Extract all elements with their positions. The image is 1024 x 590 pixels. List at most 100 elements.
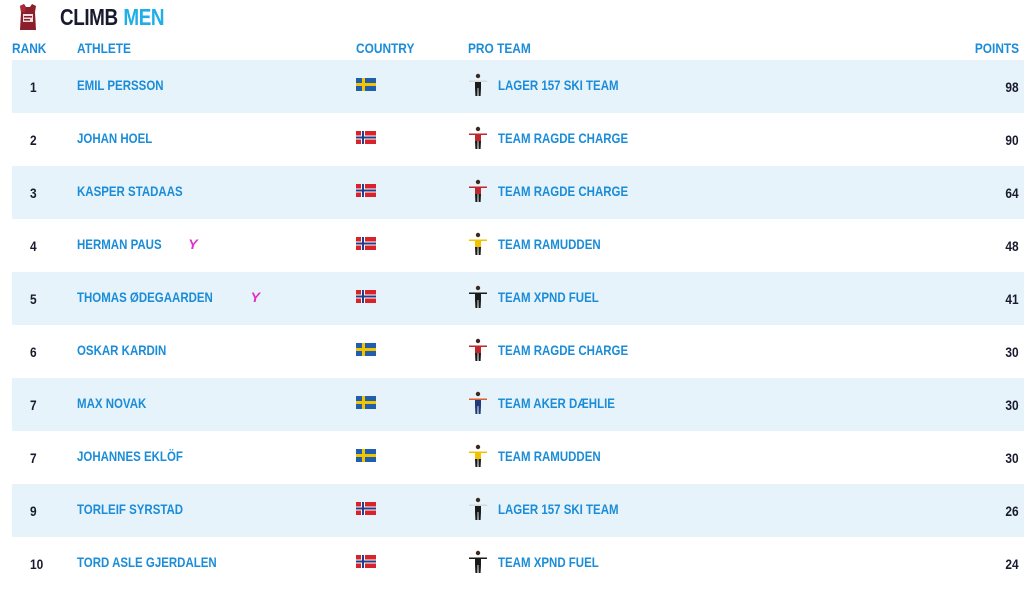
page-header: CLIMB MEN: [14, 2, 187, 32]
sweden-flag-icon: [356, 343, 376, 356]
ragde-kit-icon: [469, 338, 487, 361]
pro-team-name-link[interactable]: TEAM XPND FUEL: [498, 288, 599, 305]
aker-kit-icon: [469, 391, 487, 414]
rank-cell: 7: [30, 449, 37, 466]
athlete-cell[interactable]: KASPER STADAAS: [77, 164, 206, 217]
points-cell: 48: [1005, 237, 1019, 254]
points-cell: 90: [1005, 131, 1019, 148]
country-cell: [356, 164, 376, 217]
title-word-men: MEN: [123, 3, 165, 30]
athlete-cell[interactable]: THOMAS ØDEGAARDEN Y: [77, 270, 260, 323]
pro-team-cell[interactable]: LAGER 157 SKI TEAM: [468, 58, 645, 111]
pro-team-cell[interactable]: TEAM RAMUDDEN: [468, 429, 623, 482]
country-cell: [356, 323, 376, 376]
norway-flag-icon: [356, 502, 376, 515]
pro-team-cell[interactable]: TEAM XPND FUEL: [468, 270, 621, 323]
young-rider-icon: Y: [188, 235, 198, 252]
pro-team-name-link[interactable]: TEAM RAMUDDEN: [498, 235, 601, 252]
points-cell: 30: [1005, 396, 1019, 413]
pro-team-name-link[interactable]: TEAM XPND FUEL: [498, 553, 599, 570]
table-row[interactable]: 6 OSKAR KARDIN TEAM RAGDE CHARGE 30: [12, 325, 1024, 378]
country-cell: [356, 429, 376, 482]
pro-team-cell[interactable]: TEAM RAGDE CHARGE: [468, 164, 657, 217]
pro-team-name-link[interactable]: TEAM RAGDE CHARGE: [498, 182, 629, 199]
pro-team-name-link[interactable]: LAGER 157 SKI TEAM: [498, 500, 619, 517]
table-row[interactable]: 2 JOHAN HOEL TEAM RAGDE CHARGE 90: [12, 113, 1024, 166]
pro-team-cell[interactable]: TEAM AKER DÆHLIE: [468, 376, 641, 429]
table-row[interactable]: 4 HERMAN PAUS Y TEAM RAMUDDEN 48: [12, 219, 1024, 272]
pro-team-name-link[interactable]: LAGER 157 SKI TEAM: [498, 76, 619, 93]
page-title: CLIMB MEN: [60, 3, 165, 31]
column-header-rank[interactable]: RANK: [12, 40, 47, 56]
pro-team-cell[interactable]: TEAM RAGDE CHARGE: [468, 323, 657, 376]
athlete-name-link[interactable]: THOMAS ØDEGAARDEN: [77, 288, 213, 305]
athlete-cell[interactable]: EMIL PERSSON: [77, 58, 183, 111]
column-header-points[interactable]: POINTS: [974, 40, 1019, 56]
xpnd-kit-icon: [469, 285, 487, 308]
athlete-cell[interactable]: OSKAR KARDIN: [77, 323, 186, 376]
column-header-pro-team[interactable]: PRO TEAM: [468, 40, 531, 56]
pro-team-name-link[interactable]: TEAM AKER DÆHLIE: [498, 394, 615, 411]
athlete-cell[interactable]: JOHAN HOEL: [77, 111, 169, 164]
pro-team-cell[interactable]: TEAM XPND FUEL: [468, 535, 621, 588]
column-header-country[interactable]: COUNTRY: [356, 40, 415, 56]
athlete-name-link[interactable]: EMIL PERSSON: [77, 76, 164, 93]
country-cell: [356, 58, 376, 111]
table-row[interactable]: 10 TORD ASLE GJERDALEN TEAM XPND FUEL 24: [12, 537, 1024, 590]
table-row[interactable]: 3 KASPER STADAAS TEAM RAGDE CHARGE 64: [12, 166, 1024, 219]
pro-team-cell[interactable]: TEAM RAGDE CHARGE: [468, 111, 657, 164]
athlete-cell[interactable]: HERMAN PAUS Y: [77, 217, 198, 270]
norway-flag-icon: [356, 237, 376, 250]
table-row[interactable]: 5 THOMAS ØDEGAARDEN Y TEAM XPND FUEL 41: [12, 272, 1024, 325]
ragde-kit-icon: [469, 126, 487, 149]
rank-cell: 7: [30, 396, 37, 413]
athlete-cell[interactable]: TORLEIF SYRSTAD: [77, 482, 206, 535]
athlete-cell[interactable]: MAX NOVAK: [77, 376, 162, 429]
ramudden-kit-icon: [469, 444, 487, 467]
athlete-name-link[interactable]: JOHANNES EKLÖF: [77, 447, 183, 464]
athlete-name-link[interactable]: OSKAR KARDIN: [77, 341, 167, 358]
standings-table: 1 EMIL PERSSON LAGER 157 SKI TEAM 98 2 JOHAN …: [12, 60, 1024, 590]
sweden-flag-icon: [356, 396, 376, 409]
table-row[interactable]: 9 TORLEIF SYRSTAD LAGER 157 SKI TEAM 26: [12, 484, 1024, 537]
points-cell: 64: [1005, 184, 1019, 201]
pro-team-name-link[interactable]: TEAM RAMUDDEN: [498, 447, 601, 464]
rank-cell: 4: [30, 237, 37, 254]
points-cell: 24: [1005, 555, 1019, 572]
athlete-name-link[interactable]: JOHAN HOEL: [77, 129, 153, 146]
points-cell: 30: [1005, 343, 1019, 360]
athlete-name-link[interactable]: TORLEIF SYRSTAD: [77, 500, 184, 517]
pro-team-cell[interactable]: LAGER 157 SKI TEAM: [468, 482, 645, 535]
column-header-athlete[interactable]: ATHLETE: [77, 40, 131, 56]
country-cell: [356, 217, 376, 270]
ramudden-kit-icon: [469, 232, 487, 255]
rank-cell: 3: [30, 184, 37, 201]
norway-flag-icon: [356, 131, 376, 144]
country-cell: [356, 270, 376, 323]
norway-flag-icon: [356, 555, 376, 568]
ragde-kit-icon: [469, 179, 487, 202]
rank-cell: 1: [30, 78, 37, 95]
athlete-name-link[interactable]: HERMAN PAUS: [77, 235, 162, 252]
table-row[interactable]: 1 EMIL PERSSON LAGER 157 SKI TEAM 98: [12, 60, 1024, 113]
climb-jersey-icon: [20, 4, 36, 30]
athlete-name-link[interactable]: MAX NOVAK: [77, 394, 147, 411]
athlete-name-link[interactable]: TORD ASLE GJERDALEN: [77, 553, 217, 570]
pro-team-name-link[interactable]: TEAM RAGDE CHARGE: [498, 341, 629, 358]
athlete-cell[interactable]: JOHANNES EKLÖF: [77, 429, 206, 482]
pro-team-name-link[interactable]: TEAM RAGDE CHARGE: [498, 129, 629, 146]
athlete-name-link[interactable]: KASPER STADAAS: [77, 182, 183, 199]
athlete-cell[interactable]: TORD ASLE GJERDALEN: [77, 535, 247, 588]
lager157-kit-icon: [469, 497, 487, 520]
norway-flag-icon: [356, 290, 376, 303]
points-cell: 26: [1005, 502, 1019, 519]
table-row[interactable]: 7 JOHANNES EKLÖF TEAM RAMUDDEN 30: [12, 431, 1024, 484]
rank-cell: 2: [30, 131, 37, 148]
points-cell: 41: [1005, 290, 1019, 307]
pro-team-cell[interactable]: TEAM RAMUDDEN: [468, 217, 623, 270]
young-rider-icon: Y: [250, 288, 261, 305]
sweden-flag-icon: [356, 449, 376, 462]
lager157-kit-icon: [469, 73, 487, 96]
table-row[interactable]: 7 MAX NOVAK TEAM AKER DÆHLIE 30: [12, 378, 1024, 431]
xpnd-kit-icon: [469, 550, 487, 573]
